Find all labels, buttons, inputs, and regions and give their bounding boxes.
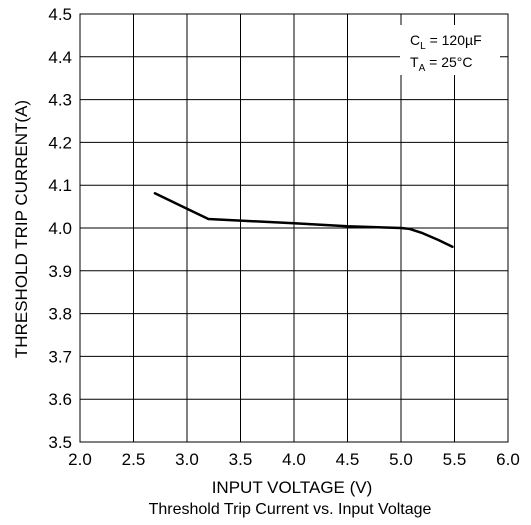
y-tick-labels: 3.5 3.6 3.7 3.8 3.9 4.0 4.1 4.2 4.3 4.4 4.5: [48, 5, 72, 452]
y-tick-label: 4.0: [48, 219, 72, 238]
chart-caption: Threshold Trip Current vs. Input Voltage: [149, 501, 432, 518]
y-tick-label: 4.4: [48, 48, 72, 67]
grid: [80, 14, 508, 442]
y-tick-label: 4.3: [48, 91, 72, 110]
x-tick-label: 5.0: [389, 450, 413, 469]
y-tick-label: 3.9: [48, 262, 72, 281]
y-tick-label: 4.2: [48, 133, 72, 152]
x-tick-label: 5.5: [443, 450, 467, 469]
y-axis-label: THRESHOLD TRIP CURRENT(A): [12, 100, 31, 358]
x-axis-label: INPUT VOLTAGE (V): [212, 478, 373, 497]
annotation-cl-main: C: [410, 32, 420, 48]
x-tick-label: 6.0: [496, 450, 520, 469]
series-line: [155, 193, 453, 247]
y-tick-label: 3.5: [48, 433, 72, 452]
y-tick-label: 3.7: [48, 347, 72, 366]
x-tick-label: 2.5: [122, 450, 146, 469]
x-tick-label: 4.0: [282, 450, 306, 469]
y-tick-label: 4.5: [48, 5, 72, 24]
y-tick-label: 4.1: [48, 176, 72, 195]
x-tick-label: 4.5: [336, 450, 360, 469]
annotation-ta-value: = 25°C: [425, 54, 472, 70]
x-tick-label: 2.0: [68, 450, 92, 469]
series-group: [155, 193, 453, 247]
x-tick-labels: 2.0 2.5 3.0 3.5 4.0 4.5 5.0 5.5 6.0: [68, 450, 520, 469]
x-tick-label: 3.0: [175, 450, 199, 469]
x-tick-label: 3.5: [229, 450, 253, 469]
y-tick-label: 3.6: [48, 390, 72, 409]
y-tick-label: 3.8: [48, 305, 72, 324]
annotation-cl-value: = 120µF: [426, 32, 482, 48]
